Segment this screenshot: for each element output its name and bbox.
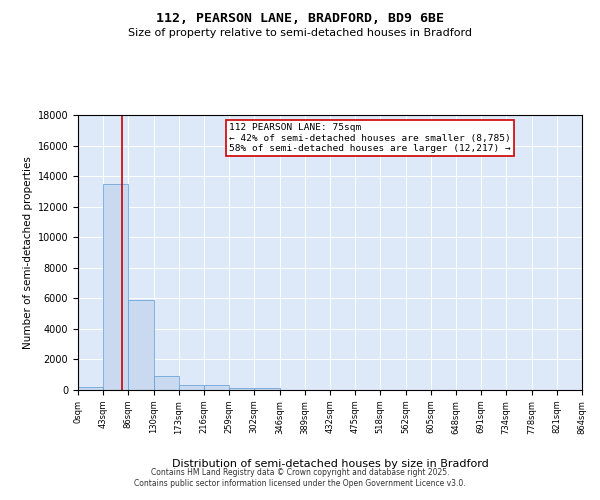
Bar <box>128 300 154 390</box>
Text: 112, PEARSON LANE, BRADFORD, BD9 6BE: 112, PEARSON LANE, BRADFORD, BD9 6BE <box>156 12 444 26</box>
Bar <box>179 386 204 390</box>
Text: Contains HM Land Registry data © Crown copyright and database right 2025.
Contai: Contains HM Land Registry data © Crown c… <box>134 468 466 487</box>
Bar <box>78 387 103 390</box>
Bar <box>254 388 280 390</box>
Text: 112 PEARSON LANE: 75sqm
← 42% of semi-detached houses are smaller (8,785)
58% of: 112 PEARSON LANE: 75sqm ← 42% of semi-de… <box>229 123 511 153</box>
Bar <box>154 376 179 390</box>
X-axis label: Distribution of semi-detached houses by size in Bradford: Distribution of semi-detached houses by … <box>172 458 488 468</box>
Bar <box>103 184 128 390</box>
Bar <box>204 386 229 390</box>
Y-axis label: Number of semi-detached properties: Number of semi-detached properties <box>23 156 34 349</box>
Text: Size of property relative to semi-detached houses in Bradford: Size of property relative to semi-detach… <box>128 28 472 38</box>
Bar <box>229 388 254 390</box>
